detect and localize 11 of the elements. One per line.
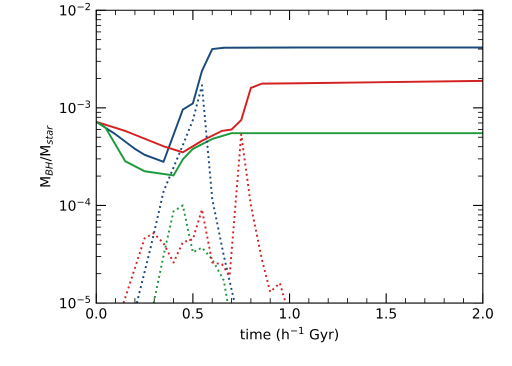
y-tick-label: 10$^{−2}$ (60, 2, 90, 16)
x-tick-label: 1.5 (376, 308, 396, 319)
y-axis-title: M$_{BH}$/M$_{star}$ (40, 125, 53, 187)
x-tick-label: 0.0 (86, 308, 106, 319)
x-tick-label: 2.0 (472, 308, 493, 319)
y-tick-label: 10$^{−5}$ (60, 296, 90, 308)
x-axis-title: time (h$^{−1}$ Gyr) (240, 326, 338, 342)
y-tick-label: 10$^{−4}$ (60, 198, 90, 211)
x-tick-label: 0.5 (182, 308, 203, 319)
x-tick-label: 1.0 (280, 308, 300, 319)
y-tick-label: 10$^{−3}$ (60, 100, 90, 114)
